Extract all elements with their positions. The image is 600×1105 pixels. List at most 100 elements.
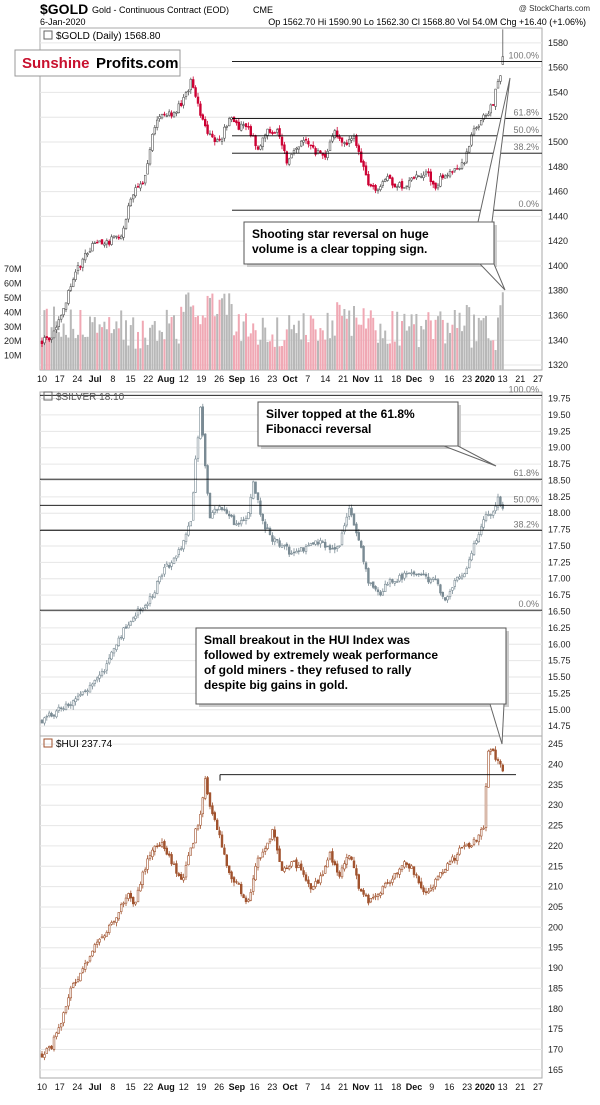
gold-candle-body (64, 302, 68, 310)
gold-candle (362, 159, 365, 171)
gold-candle (55, 325, 58, 333)
hui-candle-body (172, 863, 176, 866)
silver-candle-body (487, 514, 490, 516)
gold-candle (206, 120, 209, 136)
silver-candle (374, 585, 377, 592)
hui-candle (74, 978, 77, 986)
silver-legend-text: $SILVER 18.10 (56, 392, 125, 403)
gold-candle-body (266, 128, 269, 136)
hui-candle (206, 776, 209, 796)
gold-candle-body (223, 126, 226, 139)
gold-candle-body (232, 116, 236, 123)
hui-candle (494, 746, 497, 762)
gold-candle (228, 116, 231, 127)
silver-candle-body (76, 695, 80, 700)
volume-bar (417, 347, 420, 370)
hui-candle-body (489, 749, 492, 752)
gold-candle-body (379, 186, 382, 190)
silver-candle-body (448, 591, 452, 598)
gold-candle (350, 135, 353, 144)
volume-bar (105, 329, 108, 370)
hui-candle (115, 917, 118, 927)
gold-candle-body (151, 133, 154, 151)
hui-candle-body (436, 875, 440, 881)
hui-candle-body (177, 873, 180, 876)
silver-candle-body (422, 573, 425, 576)
silver-y-tick-label: 15.75 (548, 656, 571, 666)
hui-candle (208, 792, 212, 810)
hui-x-tick-label: 16 (444, 1082, 454, 1092)
hui-candle-body (158, 844, 161, 847)
silver-candle (460, 572, 464, 580)
gold-candle (388, 174, 392, 179)
volume-bar (350, 335, 353, 370)
volume-bar (360, 324, 363, 370)
gold-candle (175, 111, 178, 117)
volume-bar (259, 339, 262, 370)
silver-candle-body (62, 708, 65, 710)
gold-candle-body (297, 146, 300, 150)
hui-candle (479, 827, 483, 840)
silver-candle-body (482, 519, 485, 528)
hui-candle-body (369, 898, 372, 903)
silver-candle (112, 647, 116, 657)
gold-candle-body (335, 130, 339, 138)
hui-annotation-text-line: of gold miners - they refused to rally (204, 663, 412, 677)
hui-candle (304, 872, 308, 882)
volume-bar (473, 314, 475, 370)
gold-candle-body (50, 337, 53, 340)
silver-candle-body (172, 557, 176, 564)
silver-candle-body (400, 573, 404, 580)
hui-candle-body (307, 879, 310, 884)
hui-candle (496, 757, 500, 765)
volume-bar (288, 315, 291, 370)
hui-candle (79, 972, 82, 982)
gold-candle-body (371, 185, 375, 187)
hui-candle-body (100, 936, 104, 939)
gold-candle-body (407, 180, 411, 188)
gold-candle-body (81, 258, 85, 268)
hui-y-tick-label: 235 (548, 780, 563, 790)
gold-candle-body (369, 184, 372, 187)
volume-bar (254, 330, 257, 370)
silver-candle (278, 537, 281, 548)
gold-candle-body (491, 104, 495, 106)
gold-annotation-text-line: volume is a clear topping sign. (252, 242, 427, 256)
gold-candle (213, 134, 216, 146)
volume-bar (57, 332, 60, 370)
gold-x-tick-label: 26 (214, 374, 224, 384)
volume-bar (199, 324, 202, 370)
gold-candle (98, 240, 101, 243)
silver-candle-body (441, 592, 444, 597)
silver-candle (391, 578, 394, 584)
hui-x-tick-label: 13 (498, 1082, 508, 1092)
hui-candle (467, 841, 471, 850)
hui-candle-body (50, 1045, 53, 1050)
hui-candle-body (376, 894, 380, 897)
hui-candle-body (129, 892, 132, 899)
hui-x-tick-label: 10 (37, 1082, 47, 1092)
gold-candle-body (225, 126, 228, 128)
silver-candle-body (388, 579, 392, 584)
volume-bar (211, 293, 214, 370)
silver-y-tick-label: 18.00 (548, 508, 571, 518)
hui-candle-body (453, 857, 456, 861)
hui-x-tick-label: 27 (533, 1082, 543, 1092)
hui-candle-body (211, 805, 214, 815)
silver-candle-body (192, 492, 195, 521)
hui-candle (347, 854, 351, 861)
gold-annotation-pointer-top (477, 77, 511, 223)
gold-candle (280, 133, 284, 150)
silver-candle-body (117, 637, 121, 646)
gold-candle (489, 103, 492, 117)
hui-candle-body (182, 877, 185, 881)
gold-candle-body (424, 171, 428, 175)
silver-y-tick-label: 16.75 (548, 590, 571, 600)
gold-candle (199, 101, 202, 118)
silver-candle-body (223, 508, 226, 511)
hui-candle (386, 879, 389, 885)
hui-candle (371, 893, 375, 900)
silver-candle-body (235, 523, 238, 526)
hui-candle-body (451, 856, 454, 862)
